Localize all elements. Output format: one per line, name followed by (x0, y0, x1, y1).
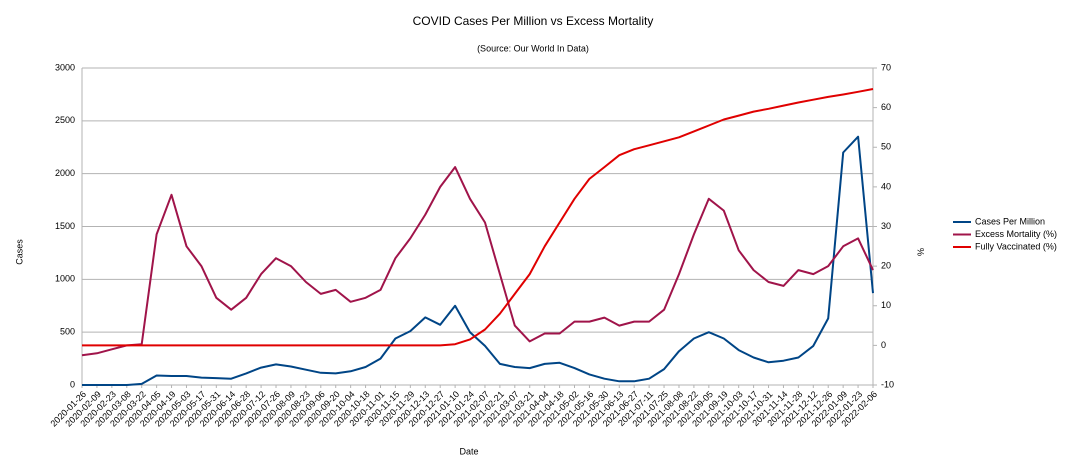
y-tick-label: 500 (60, 327, 75, 337)
series-line (82, 88, 874, 347)
legend-label: Fully Vaccinated (%) (975, 241, 1057, 251)
chart-title: COVID Cases Per Million vs Excess Mortal… (413, 14, 654, 28)
y2-tick-label: 0 (881, 340, 886, 350)
y-tick-label: 0 (70, 379, 75, 389)
series-line (81, 166, 874, 357)
y-tick-label: 2500 (55, 115, 75, 125)
series-line (82, 135, 874, 386)
y2-tick-label: 70 (881, 62, 891, 72)
y2-tick-label: -10 (881, 379, 894, 389)
legend-label: Cases Per Million (975, 216, 1045, 226)
x-axis-label: Date (459, 446, 478, 456)
y-axis-label: Cases (14, 239, 24, 265)
y-tick-label: 1500 (55, 221, 75, 231)
y-tick-label: 3000 (55, 62, 75, 72)
y2-tick-label: 30 (881, 221, 891, 231)
y2-tick-label: 60 (881, 102, 891, 112)
y2-tick-label: 10 (881, 300, 891, 310)
y-tick-label: 1000 (55, 274, 75, 284)
y2-axis-label: % (916, 248, 926, 256)
chart-subtitle: (Source: Our World In Data) (477, 43, 589, 53)
legend-label: Excess Mortality (%) (975, 229, 1057, 239)
y2-tick-label: 20 (881, 261, 891, 271)
y2-tick-label: 50 (881, 142, 891, 152)
y-tick-label: 2000 (55, 168, 75, 178)
y2-tick-label: 40 (881, 181, 891, 191)
